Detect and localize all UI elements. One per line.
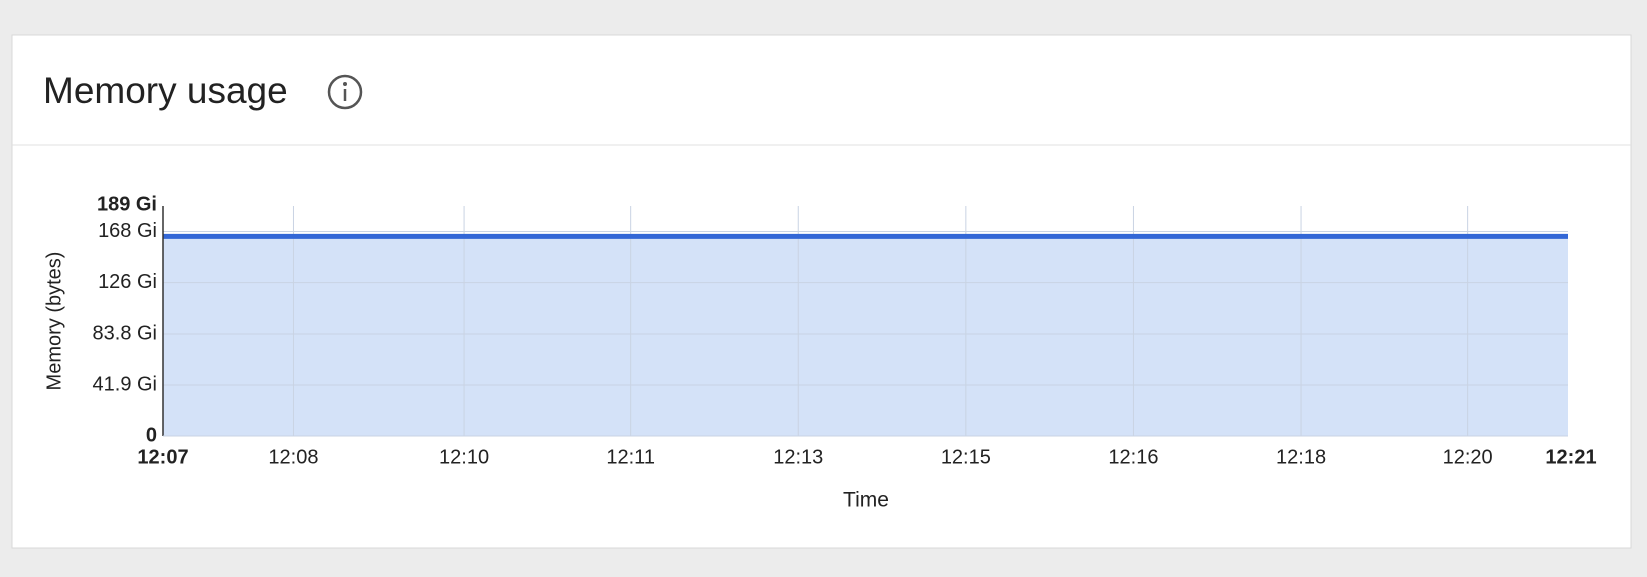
x-tick-label: 12:21 [1545,446,1596,468]
info-icon[interactable] [327,74,363,110]
x-tick-label: 12:10 [439,446,489,468]
y-axis-label: Memory (bytes) [43,252,65,391]
card-title: Memory usage [43,70,288,111]
area [163,236,1568,436]
y-tick-label: 0 [146,424,157,446]
y-tick-label: 83.8 Gi [93,322,157,344]
y-tick-label: 168 Gi [98,220,157,242]
y-tick-label: 41.9 Gi [93,373,157,395]
x-tick-label: 12:08 [268,446,318,468]
y-tick-label: 189 Gi [97,193,157,215]
x-tick-label: 12:15 [941,446,991,468]
x-tick-label: 12:11 [606,446,655,468]
y-tick-label: 126 Gi [98,271,157,293]
x-axis-label: Time [843,489,889,512]
x-tick-label: 12:13 [773,446,823,468]
x-tick-label: 12:18 [1276,446,1326,468]
x-tick-label: 12:16 [1108,446,1158,468]
x-tick-label: 12:20 [1443,446,1493,468]
x-tick-label: 12:07 [137,446,188,468]
